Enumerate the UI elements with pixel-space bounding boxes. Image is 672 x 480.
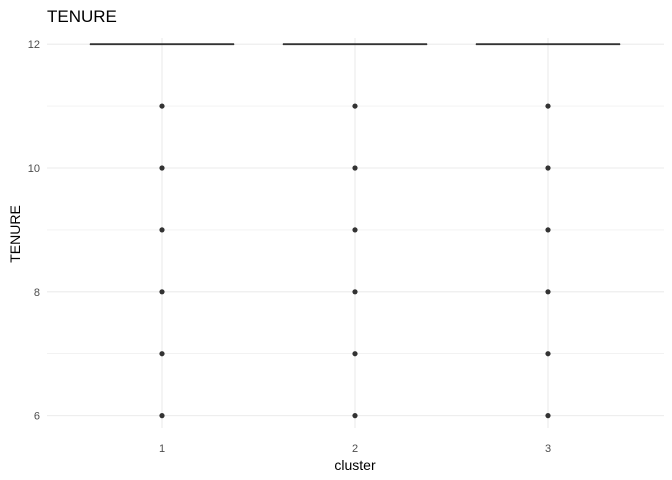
outlier-point xyxy=(352,413,358,419)
y-axis-title: TENURE xyxy=(7,205,23,263)
outlier-point xyxy=(352,103,358,109)
y-tick-label: 12 xyxy=(28,39,40,51)
outlier-point xyxy=(545,165,551,171)
outlier-point xyxy=(545,103,551,109)
outlier-point xyxy=(159,351,165,357)
outlier-point xyxy=(159,103,165,109)
outlier-point xyxy=(159,227,165,233)
x-tick-labels: 1 2 3 xyxy=(159,443,551,455)
y-tick-label: 10 xyxy=(28,163,40,175)
outlier-point xyxy=(352,351,358,357)
outlier-point xyxy=(545,289,551,295)
x-tick-label: 1 xyxy=(159,443,165,455)
grid-lines xyxy=(47,38,664,428)
outlier-point xyxy=(352,227,358,233)
y-tick-label: 8 xyxy=(34,287,40,299)
y-tick-labels: 6 8 10 12 xyxy=(28,39,40,422)
outlier-point xyxy=(545,351,551,357)
chart-title: TENURE xyxy=(47,7,117,26)
outlier-point xyxy=(159,413,165,419)
outlier-point xyxy=(545,227,551,233)
outlier-point xyxy=(159,165,165,171)
outlier-point xyxy=(352,289,358,295)
y-tick-label: 6 xyxy=(34,411,40,423)
outlier-point xyxy=(159,289,165,295)
outlier-point xyxy=(352,165,358,171)
outlier-point xyxy=(545,413,551,419)
x-tick-label: 2 xyxy=(352,443,358,455)
x-axis-title: cluster xyxy=(334,457,376,473)
plot-marks xyxy=(89,43,621,419)
x-tick-label: 3 xyxy=(545,443,551,455)
